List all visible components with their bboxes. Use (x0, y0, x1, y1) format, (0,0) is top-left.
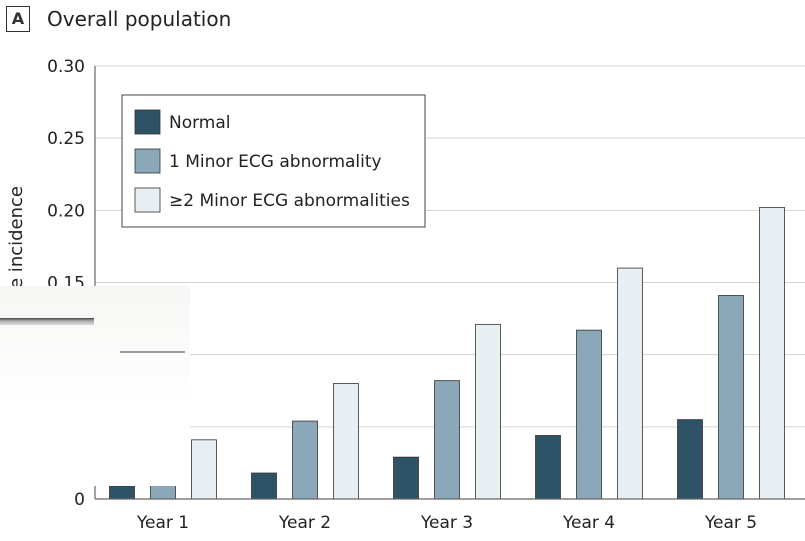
scan-artifact (0, 286, 190, 486)
y-tick-label: 0.20 (47, 201, 85, 221)
legend-label: 1 Minor ECG abnormality (169, 152, 382, 172)
panel-badge: A (6, 6, 30, 32)
bars (109, 207, 785, 500)
bar--2-minor-ecg-abnormalities-year-5 (759, 207, 785, 500)
legend-swatch (134, 148, 161, 174)
y-tick-label: 0 (74, 490, 85, 510)
bar-normal-year-2 (251, 472, 277, 500)
bar--2-minor-ecg-abnormalities-year-2 (333, 383, 359, 500)
x-tick-label: Year 1 (136, 513, 189, 533)
legend: Normal 1 Minor ECG abnormality ≥2 Minor EC… (121, 94, 426, 228)
y-axis-title: ie incidence (6, 186, 27, 294)
bar-1-minor-ecg-abnormality-year-3 (434, 380, 460, 500)
scan-line (0, 318, 94, 325)
x-tick-label: Year 2 (278, 513, 331, 533)
bar-normal-year-1 (109, 485, 135, 500)
legend-box (121, 94, 426, 228)
bar--2-minor-ecg-abnormalities-year-1 (191, 439, 217, 500)
legend-swatch (134, 187, 161, 213)
bar--2-minor-ecg-abnormalities-year-4 (617, 267, 643, 500)
x-tick-label: Year 4 (562, 513, 615, 533)
legend-swatch (134, 109, 161, 135)
bar-1-minor-ecg-abnormality-year-2 (292, 420, 318, 500)
bar-1-minor-ecg-abnormality-year-5 (718, 295, 744, 500)
bar-normal-year-5 (677, 419, 703, 500)
scan-line-secondary (120, 351, 185, 353)
bar--2-minor-ecg-abnormalities-year-3 (475, 323, 501, 500)
bar-normal-year-3 (393, 456, 419, 500)
y-tick-label: 0.30 (47, 57, 85, 77)
x-tick-label: Year 5 (704, 513, 757, 533)
x-tick-label: Year 3 (420, 513, 473, 533)
bar-1-minor-ecg-abnormality-year-4 (576, 329, 602, 500)
legend-label: ≥2 Minor ECG abnormalities (169, 191, 410, 211)
panel-title: Overall population (47, 7, 232, 31)
bar-normal-year-4 (535, 435, 561, 500)
y-tick-label: 0.25 (47, 129, 85, 149)
legend-label: Normal (169, 113, 231, 133)
